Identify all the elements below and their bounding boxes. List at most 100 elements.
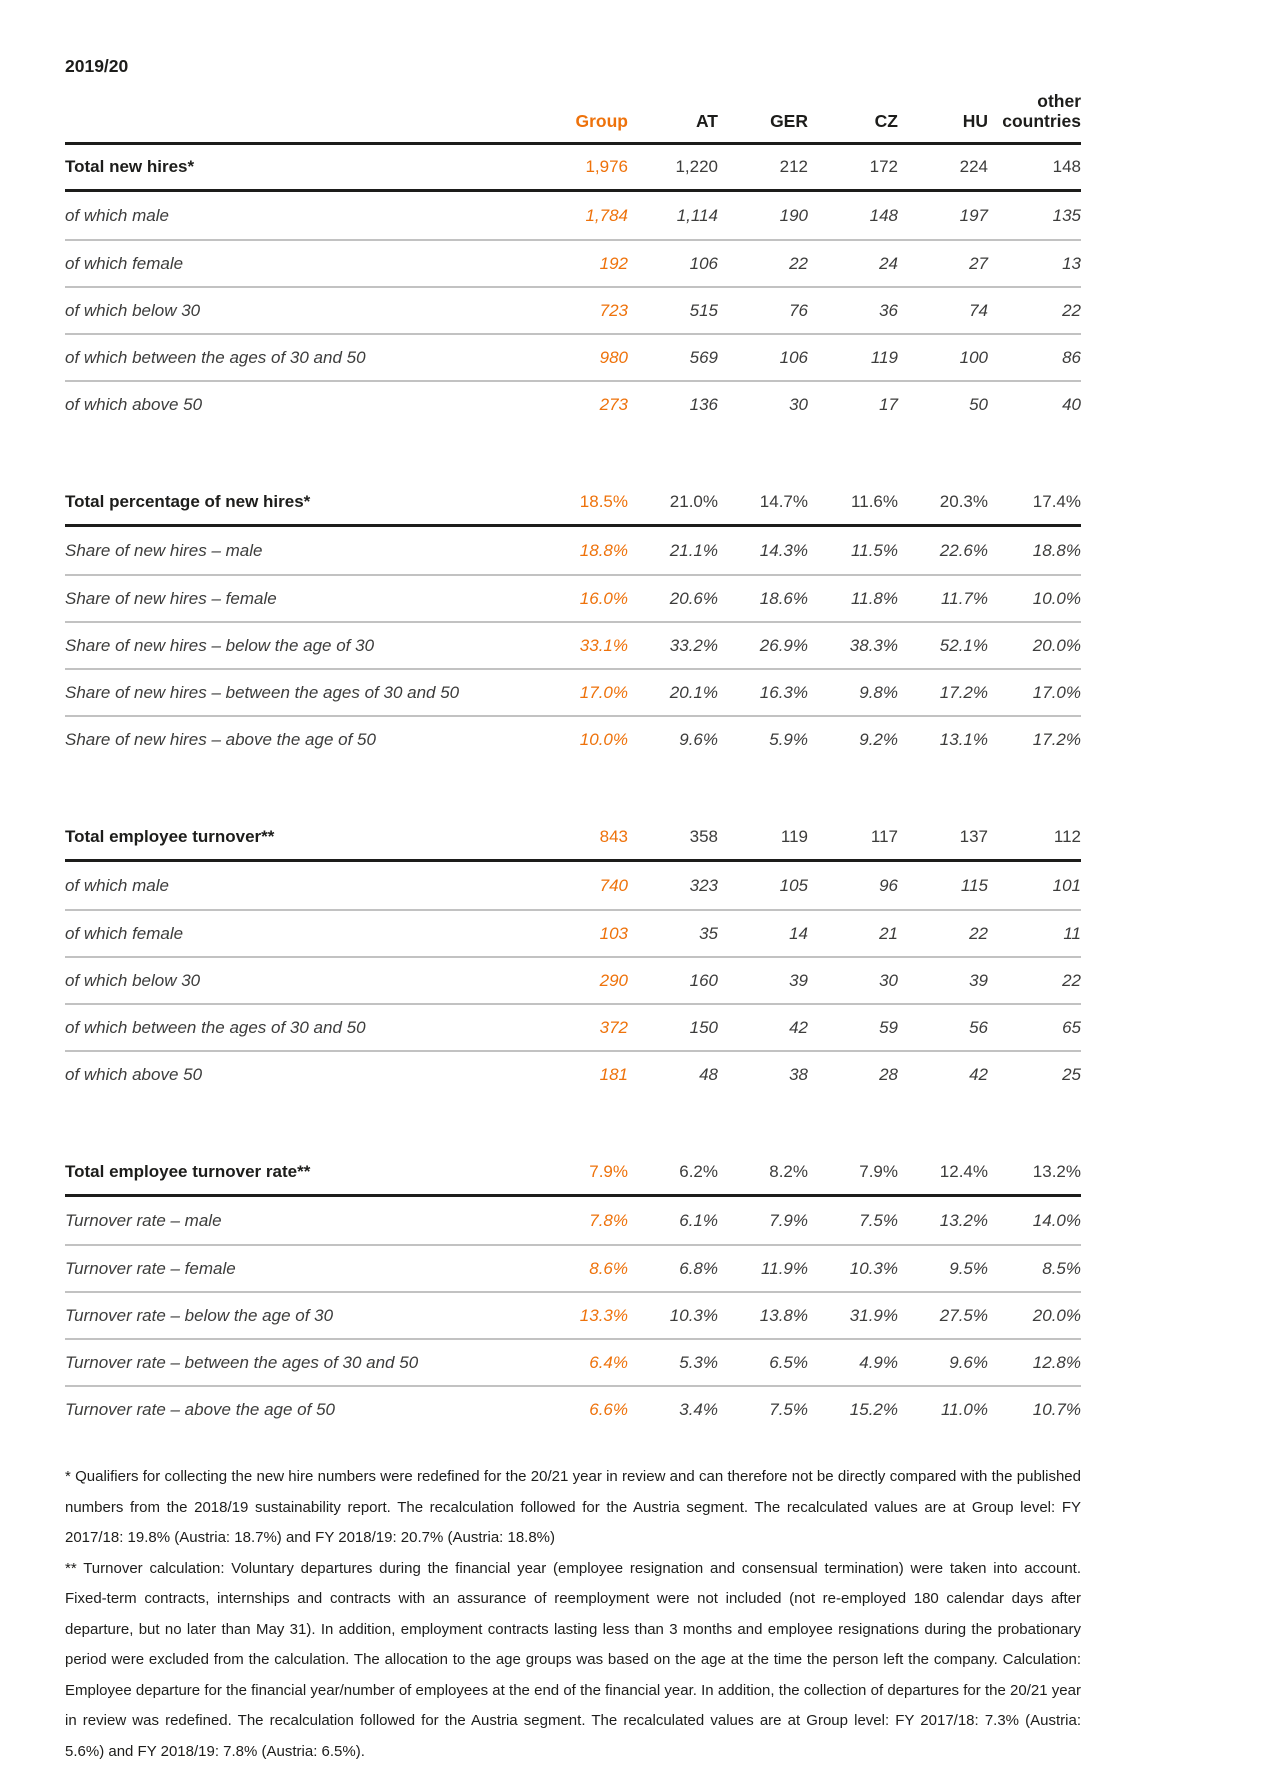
cell-value: 20.1% [628,683,718,703]
cell-value: 11.9% [718,1259,808,1279]
cell-value: 12.8% [988,1353,1081,1373]
cell-value: 10.0% [988,589,1081,609]
cell-value: 1,976 [540,157,628,177]
cell-value: 192 [540,254,628,274]
row-label: of which male [65,206,540,226]
cell-value: 8.5% [988,1259,1081,1279]
column-header-other-countries: other countries [988,91,1081,132]
cell-value: 17.0% [540,683,628,703]
cell-value: 101 [988,876,1081,896]
cell-value: 7.9% [540,1162,628,1182]
cell-value: 22 [718,254,808,274]
cell-value: 22.6% [898,541,988,561]
cell-value: 7.9% [718,1211,808,1231]
cell-value: 212 [718,157,808,177]
report-page: 2019/20 Group AT GER CZ HU other countri… [0,0,1081,1767]
cell-value: 40 [988,395,1081,415]
row-label: Share of new hires – female [65,589,540,609]
cell-value: 7.5% [808,1211,898,1231]
table-row: of which between the ages of 30 and 50 9… [65,333,1081,380]
cell-value: 150 [628,1018,718,1038]
table-row: Share of new hires – below the age of 30… [65,621,1081,668]
cell-value: 106 [628,254,718,274]
section-total-label: Total percentage of new hires* [65,492,540,512]
cell-value: 137 [898,827,988,847]
row-label: of which female [65,254,540,274]
row-label: Turnover rate – male [65,1211,540,1231]
cell-value: 515 [628,301,718,321]
table-section: Total employee turnover rate** 7.9%6.2%8… [65,1150,1081,1432]
footnote-turnover: ** Turnover calculation: Voluntary depar… [65,1554,1081,1767]
row-values: 17.0%20.1%16.3%9.8%17.2%17.0% [540,683,1081,703]
cell-value: 10.7% [988,1400,1081,1420]
cell-value: 22 [988,971,1081,991]
row-values: 7.8%6.1%7.9%7.5%13.2%14.0% [540,1211,1081,1231]
cell-value: 106 [718,348,808,368]
cell-value: 10.3% [808,1259,898,1279]
cell-value: 9.6% [898,1353,988,1373]
cell-value: 15.2% [808,1400,898,1420]
cell-value: 1,220 [628,157,718,177]
cell-value: 723 [540,301,628,321]
cell-value: 18.5% [540,492,628,512]
cell-value: 26.9% [718,636,808,656]
cell-value: 181 [540,1065,628,1085]
table-row: Share of new hires – female 16.0%20.6%18… [65,574,1081,621]
cell-value: 117 [808,827,898,847]
cell-value: 36 [808,301,898,321]
row-label: of which female [65,924,540,944]
cell-value: 74 [898,301,988,321]
cell-value: 21 [808,924,898,944]
cell-value: 17.2% [988,730,1081,750]
row-values: 10.0%9.6%5.9%9.2%13.1%17.2% [540,730,1081,750]
row-values: 16.0%20.6%18.6%11.8%11.7%10.0% [540,589,1081,609]
table-row: Share of new hires – between the ages of… [65,668,1081,715]
row-values: 13.3%10.3%13.8%31.9%27.5%20.0% [540,1306,1081,1326]
cell-value: 56 [898,1018,988,1038]
table-row: of which between the ages of 30 and 50 3… [65,1003,1081,1050]
cell-value: 16.0% [540,589,628,609]
row-label: of which above 50 [65,1065,540,1085]
cell-value: 224 [898,157,988,177]
row-values: 6.4%5.3%6.5%4.9%9.6%12.8% [540,1353,1081,1373]
cell-value: 112 [988,827,1081,847]
row-label: of which above 50 [65,395,540,415]
cell-value: 290 [540,971,628,991]
table-row: Turnover rate – between the ages of 30 a… [65,1338,1081,1385]
cell-value: 18.8% [988,541,1081,561]
section-rows: Share of new hires – male 18.8%21.1%14.3… [65,527,1081,762]
cell-value: 6.6% [540,1400,628,1420]
period-title: 2019/20 [65,56,1081,77]
cell-value: 6.2% [628,1162,718,1182]
cell-value: 3.4% [628,1400,718,1420]
cell-value: 59 [808,1018,898,1038]
cell-value: 20.0% [988,636,1081,656]
cell-value: 13.3% [540,1306,628,1326]
row-label: Share of new hires – below the age of 30 [65,636,540,656]
cell-value: 11.8% [808,589,898,609]
table-row: Turnover rate – below the age of 30 13.3… [65,1291,1081,1338]
table-row: Turnover rate – male 7.8%6.1%7.9%7.5%13.… [65,1197,1081,1244]
row-label: of which below 30 [65,301,540,321]
section-total-label: Total employee turnover** [65,827,540,847]
cell-value: 39 [898,971,988,991]
cell-value: 14 [718,924,808,944]
cell-value: 27 [898,254,988,274]
row-label: of which male [65,876,540,896]
cell-value: 5.9% [718,730,808,750]
cell-value: 103 [540,924,628,944]
cell-value: 4.9% [808,1353,898,1373]
cell-value: 17.4% [988,492,1081,512]
